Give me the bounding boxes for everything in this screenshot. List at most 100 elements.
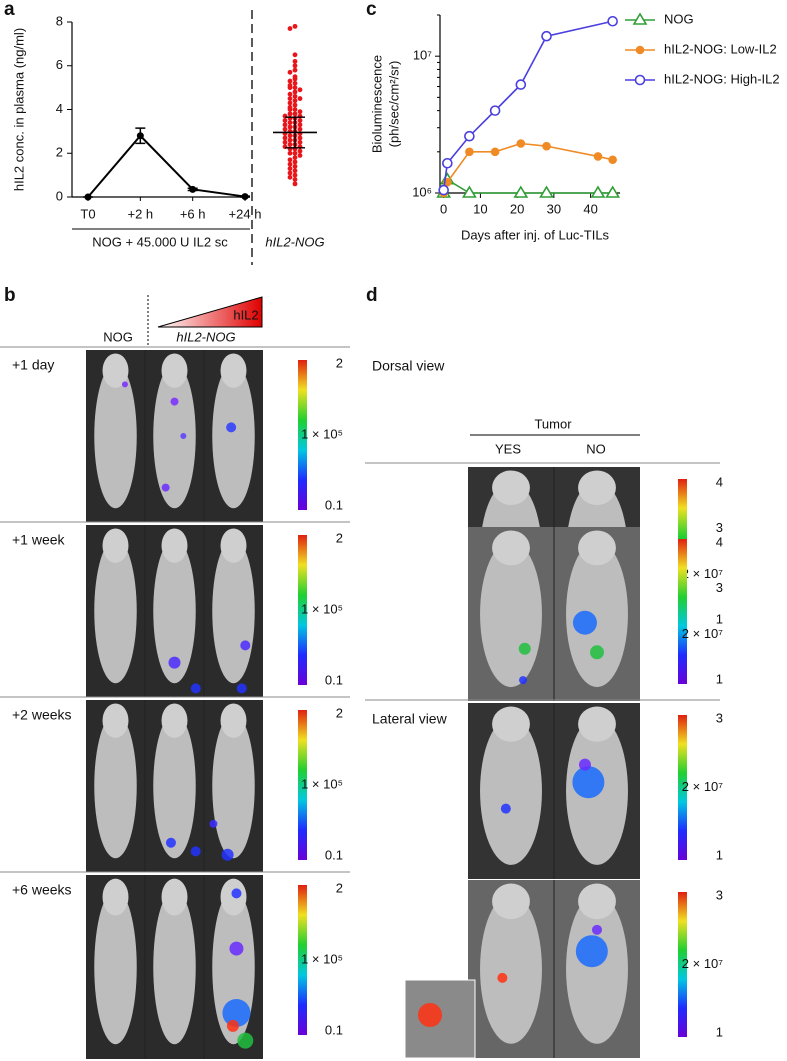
y-axis-label: Bioluminescence <box>369 55 384 153</box>
signal <box>180 433 187 439</box>
marker <box>516 139 526 148</box>
signal <box>240 640 251 651</box>
colorbar-label: 1 <box>716 1024 723 1039</box>
mouse-head <box>161 528 188 563</box>
marker <box>593 152 603 161</box>
signal <box>590 645 604 660</box>
strip-point <box>292 168 298 174</box>
strip-point <box>292 63 298 69</box>
strip-point <box>292 111 298 117</box>
strip-point <box>287 107 293 112</box>
mouse-head <box>220 528 247 563</box>
strip-point <box>282 118 288 123</box>
mouse-head <box>161 353 188 388</box>
mouse <box>94 363 137 509</box>
mouse <box>94 889 137 1045</box>
x-tick-label: +24 h <box>229 206 262 221</box>
strip-point <box>287 124 293 130</box>
mouse <box>566 540 628 688</box>
colorbar-label: 1 × 10⁵ <box>301 601 343 616</box>
y-tick-label: 0 <box>56 188 63 203</box>
strip-point <box>292 102 298 108</box>
signal <box>575 935 608 968</box>
strip-point <box>292 67 298 73</box>
mouse-head <box>161 703 188 738</box>
strip-point <box>287 137 293 143</box>
mouse-head <box>492 470 530 506</box>
strip-point <box>292 107 298 112</box>
mouse <box>212 713 255 859</box>
panel-label: c <box>366 0 377 20</box>
colorbar-label: 4 <box>716 474 723 489</box>
point <box>189 185 197 193</box>
strip-point <box>292 89 298 95</box>
mouse <box>94 713 137 859</box>
marker <box>541 30 552 42</box>
signal <box>236 683 247 694</box>
colorbar-label: 2 × 10⁷ <box>682 566 724 581</box>
error-bar <box>285 116 305 149</box>
strip-point <box>292 52 298 58</box>
strip-point <box>287 157 293 163</box>
row-label: +1 week <box>12 532 66 548</box>
strip-point <box>282 126 288 132</box>
marker <box>634 74 646 86</box>
strip-point <box>287 133 293 139</box>
strip-point <box>287 120 293 126</box>
strip-point <box>297 153 303 158</box>
y-axis-label: (ph/sec/cm²/sr) <box>386 61 401 148</box>
colorbar <box>298 360 307 510</box>
x-tick-label: +2 h <box>127 206 153 221</box>
y-tick-label: 2 <box>56 145 63 160</box>
signal <box>226 1019 239 1032</box>
strip-point <box>292 177 298 182</box>
strip-point <box>287 100 293 106</box>
row-label: +2 weeks <box>12 707 72 723</box>
colorbar-label: 2 <box>336 880 343 895</box>
x-axis-label: Days after inj. of Luc-TILs <box>461 227 610 242</box>
mouse-head <box>492 530 530 566</box>
marker <box>461 185 477 198</box>
strip-point <box>292 85 298 91</box>
series-line <box>442 142 613 194</box>
signal <box>229 941 244 956</box>
point <box>241 193 249 201</box>
x-tick-label: 0 <box>440 201 447 216</box>
view-label: Lateral view <box>372 711 448 727</box>
mouse <box>153 538 196 684</box>
signal <box>222 999 251 1027</box>
strip-point <box>297 96 303 101</box>
colorbar-label: 3 <box>716 710 723 725</box>
strip-point <box>287 174 293 180</box>
point <box>84 193 92 201</box>
strip-point <box>297 109 303 115</box>
strip-point <box>287 142 293 147</box>
marker <box>590 185 606 198</box>
strip-point <box>297 126 303 132</box>
x-tick-label: T0 <box>80 206 95 221</box>
colorbar-label: 3 <box>716 580 723 595</box>
group-label: NOG + 45.000 U IL2 sc <box>92 234 228 249</box>
column-label: YES <box>495 441 521 456</box>
colorbar-label: 1 <box>716 611 723 626</box>
view-label: Dorsal view <box>372 358 445 374</box>
x-tick-label: 20 <box>510 201 524 216</box>
colorbar <box>298 535 307 685</box>
strip-point <box>282 139 288 145</box>
colorbar <box>678 892 687 1037</box>
y-tick-label: 4 <box>56 101 63 116</box>
strip-point <box>297 148 303 154</box>
x-tick-label: 30 <box>547 201 561 216</box>
strip-point <box>297 118 303 123</box>
marker <box>442 157 453 169</box>
signal <box>518 642 531 655</box>
y-tick-label: 10⁶ <box>412 184 432 199</box>
colorbar-label: 0.1 <box>325 497 343 512</box>
mouse-head <box>578 530 616 566</box>
signal <box>592 924 602 935</box>
signal <box>497 972 508 983</box>
mouse-head <box>161 878 188 916</box>
signal <box>161 483 170 492</box>
strip-point <box>292 155 298 161</box>
